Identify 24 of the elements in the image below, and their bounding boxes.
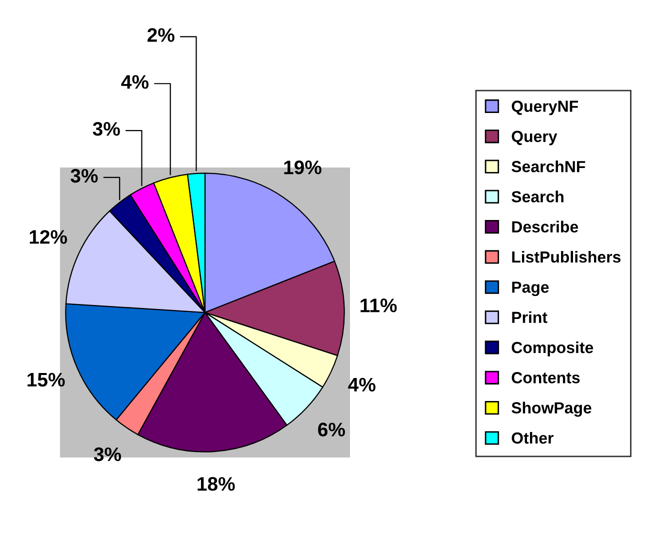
data-label: 4% bbox=[121, 75, 149, 89]
data-label: 3% bbox=[94, 447, 122, 462]
data-label: 3% bbox=[92, 122, 120, 136]
legend-label: Describe bbox=[512, 220, 578, 233]
legend-label: Search bbox=[512, 190, 564, 202]
data-label: 4% bbox=[348, 378, 376, 392]
legend-label: Query bbox=[512, 130, 558, 146]
data-label: 19% bbox=[284, 160, 322, 174]
legend-label: Composite bbox=[512, 341, 594, 356]
legend-label: SearchNF bbox=[512, 160, 586, 172]
legend-label: ListPublishers bbox=[512, 250, 621, 263]
legend-label: Contents bbox=[512, 372, 580, 384]
data-label: 3% bbox=[70, 168, 98, 183]
data-label: 12% bbox=[30, 230, 68, 244]
legend-label: ShowPage bbox=[512, 402, 592, 417]
data-label: 11% bbox=[360, 298, 397, 312]
data-label: 18% bbox=[198, 477, 235, 491]
data-label: 6% bbox=[318, 422, 345, 436]
legend-label: Print bbox=[512, 311, 548, 324]
data-label: 2% bbox=[148, 28, 174, 42]
legend-label: QueryNF bbox=[512, 100, 578, 116]
legend-label: Other bbox=[512, 432, 554, 444]
data-label: 15% bbox=[28, 372, 65, 387]
legend-label: Page bbox=[512, 282, 549, 296]
